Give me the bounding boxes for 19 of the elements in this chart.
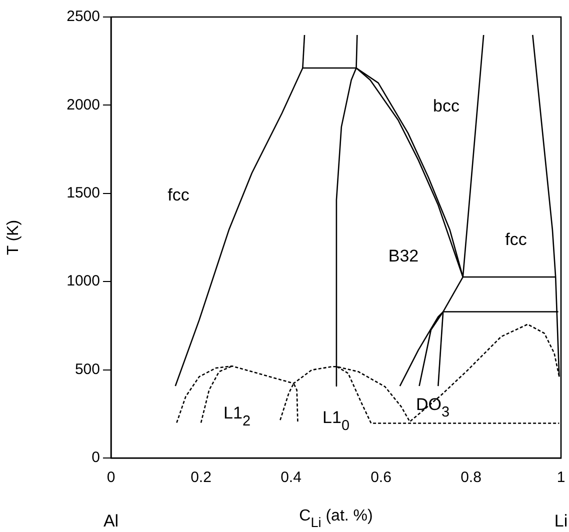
x-tick-label: 0 bbox=[106, 469, 116, 486]
annotation: bcc bbox=[433, 96, 460, 116]
text: Li bbox=[554, 512, 568, 531]
x-tick-label: 0.2 bbox=[190, 469, 212, 486]
y-tick-label: 1000 bbox=[66, 272, 100, 290]
y-tick-label: 2000 bbox=[66, 96, 100, 114]
y-tick-label: 500 bbox=[74, 360, 100, 378]
annotation: fcc bbox=[168, 185, 190, 204]
y-tick-label: 2500 bbox=[66, 8, 100, 26]
y-tick-label: 1500 bbox=[66, 184, 100, 202]
annotation: fcc bbox=[505, 230, 528, 249]
x-tick-label: 1 bbox=[556, 469, 566, 486]
text: Al bbox=[103, 512, 119, 531]
x-tick-label: 0.8 bbox=[460, 469, 482, 486]
x-tick-label: 0.6 bbox=[370, 469, 392, 486]
annotation: B32 bbox=[388, 246, 419, 266]
y-axis-title: T (K) bbox=[5, 220, 22, 256]
y-tick-label: 0 bbox=[92, 449, 100, 466]
x-tick-label: 0.4 bbox=[280, 469, 302, 486]
